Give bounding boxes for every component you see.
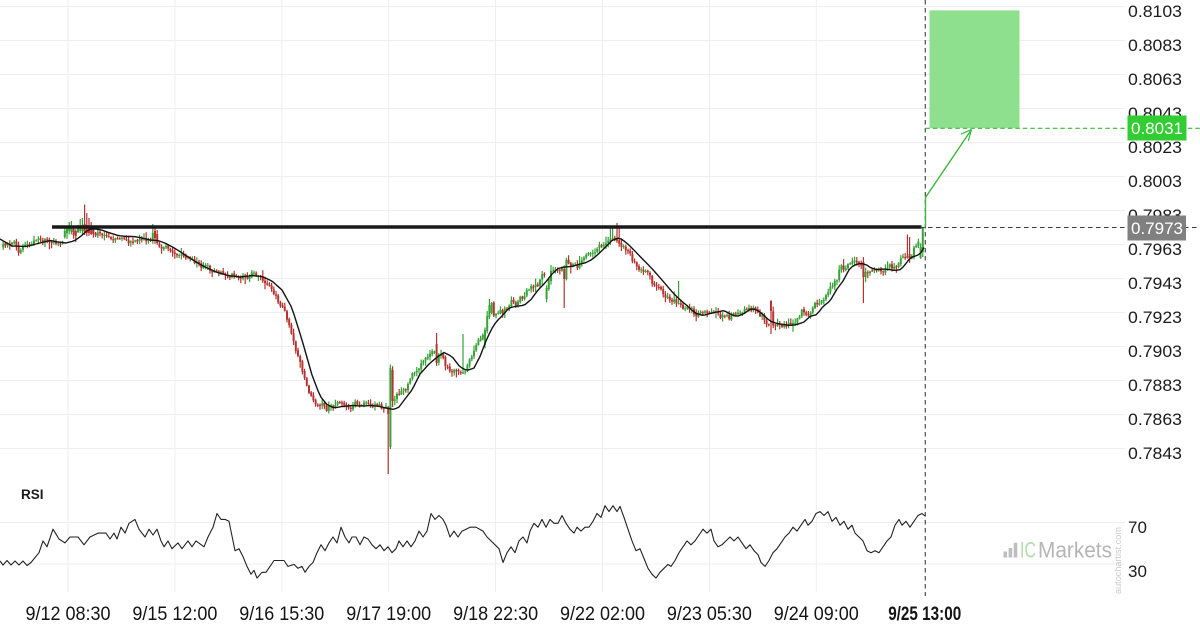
svg-text:70: 70 [1128,518,1147,537]
svg-text:0.7863: 0.7863 [1128,411,1182,429]
svg-text:9/15 12:00: 9/15 12:00 [132,604,217,625]
svg-text:0.7943: 0.7943 [1128,275,1182,293]
svg-text:0.7973: 0.7973 [1131,220,1183,238]
svg-text:0.8063: 0.8063 [1128,71,1182,89]
svg-text:9/24 09:00: 9/24 09:00 [774,604,859,625]
svg-text:0.8031: 0.8031 [1131,120,1183,138]
svg-text:0.7903: 0.7903 [1128,343,1182,361]
svg-text:0.8083: 0.8083 [1128,37,1182,55]
svg-text:9/23 05:30: 9/23 05:30 [667,604,752,625]
svg-text:30: 30 [1128,562,1147,581]
svg-text:9/25 13:00: 9/25 13:00 [888,604,961,625]
svg-text:0.7843: 0.7843 [1128,445,1182,463]
svg-text:autochartist.com: autochartist.com [1113,527,1123,594]
svg-text:RSI: RSI [21,487,44,502]
svg-text:IC: IC [1020,538,1036,563]
svg-text:Markets: Markets [1038,538,1112,563]
svg-text:9/22 02:00: 9/22 02:00 [560,604,645,625]
svg-text:9/18 22:30: 9/18 22:30 [453,604,538,625]
svg-text:0.8023: 0.8023 [1128,139,1182,157]
svg-text:0.8103: 0.8103 [1128,3,1182,21]
svg-text:0.7883: 0.7883 [1128,377,1182,395]
svg-text:0.8003: 0.8003 [1128,173,1182,191]
svg-text:9/12 08:30: 9/12 08:30 [26,604,111,625]
svg-text:0.7963: 0.7963 [1128,241,1182,259]
svg-text:9/16 15:30: 9/16 15:30 [239,604,324,625]
svg-text:9/17 19:00: 9/17 19:00 [346,604,431,625]
svg-text:0.7923: 0.7923 [1128,309,1182,327]
